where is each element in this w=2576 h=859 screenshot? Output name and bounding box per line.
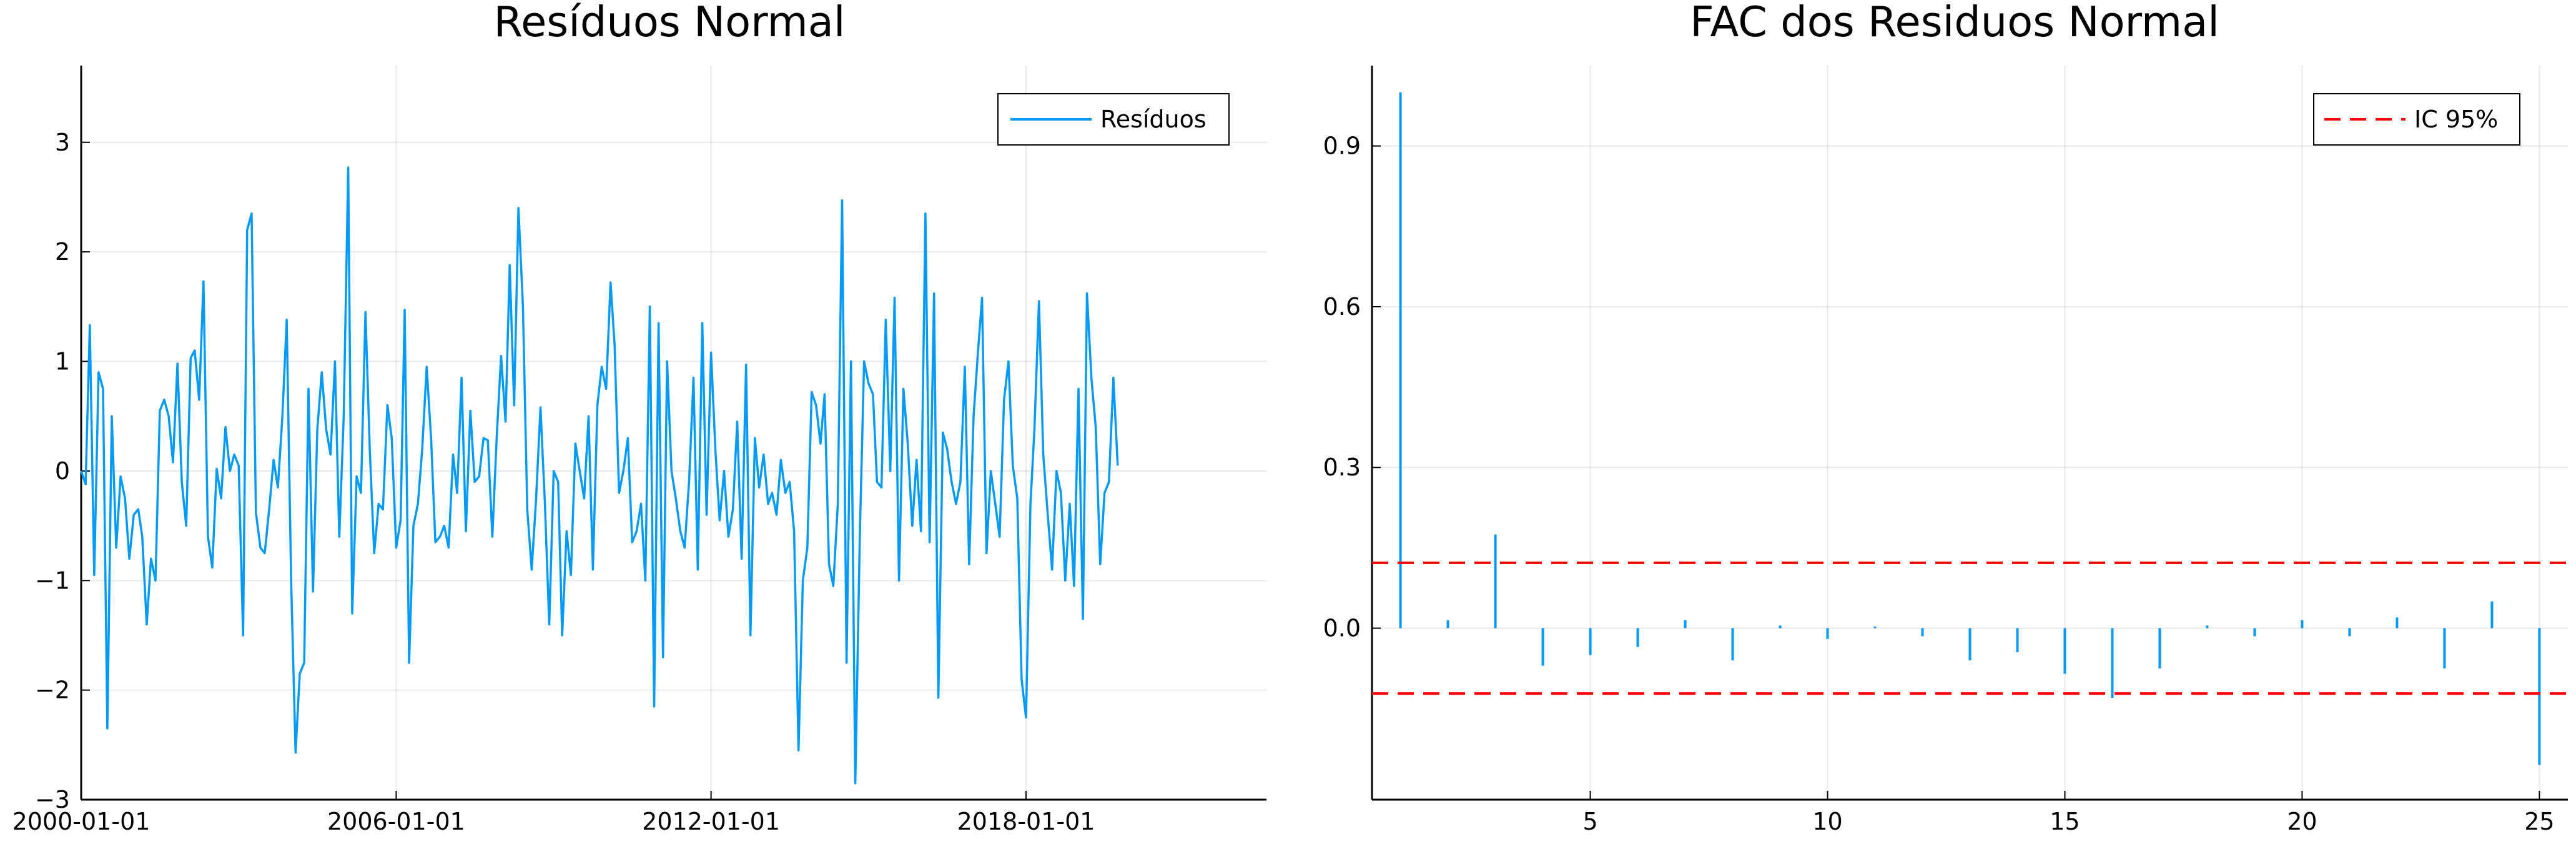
y-tick-label: −2 [35, 677, 70, 704]
y-tick-label: 0.0 [1323, 615, 1361, 642]
x-tick-label: 25 [2524, 808, 2554, 835]
residuals-plot-area: −3 −2 −1 0 1 2 3 2000-01-01 2006-01-01 2012-01-01… [12, 66, 1266, 835]
y-tick-label: 0.3 [1323, 454, 1361, 481]
x-tick-label: 20 [2287, 808, 2317, 835]
x-tick-label: 15 [2050, 808, 2080, 835]
y-tick-label: −1 [35, 567, 70, 594]
acf-plot-area: 0.0 0.3 0.6 0.9 5 10 15 20 25 IC 95% [1323, 66, 2568, 835]
legend-label-residuos: Resíduos [1100, 106, 1207, 133]
y-tick-label: 0.6 [1323, 293, 1361, 320]
x-tick-label: 2018-01-01 [957, 808, 1095, 835]
legend-label-ic: IC 95% [2414, 106, 2498, 133]
x-tick-label: 5 [1582, 808, 1597, 835]
x-tick-label: 2012-01-01 [642, 808, 780, 835]
x-tick-label: 10 [1812, 808, 1842, 835]
series-line-residuos [80, 166, 1119, 785]
y-tick-label: 0 [55, 457, 70, 485]
y-tick-label: −3 [35, 786, 70, 813]
x-tick-label: 2000-01-01 [12, 808, 151, 835]
legend-box [2313, 93, 2520, 146]
chart-title-residuals: Resíduos Normal [494, 0, 846, 46]
y-tick-label: 3 [55, 129, 70, 156]
y-tick-label: 1 [55, 348, 70, 375]
x-tick-label: 2006-01-01 [327, 808, 465, 835]
y-tick-label: 0.9 [1323, 132, 1361, 160]
chart-title-acf: FAC dos Residuos Normal [1690, 0, 2219, 46]
y-tick-label: 2 [55, 238, 70, 266]
